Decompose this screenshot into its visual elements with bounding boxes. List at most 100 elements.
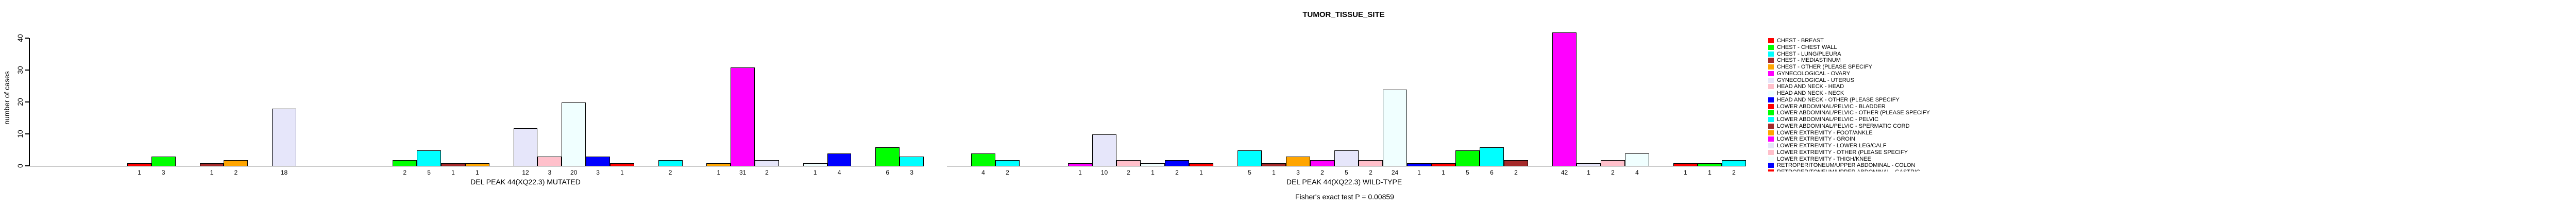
bar-value-label: 1: [1151, 169, 1155, 176]
bar: [1552, 32, 1577, 166]
bar-value-label: 2: [765, 169, 769, 176]
bar-value-label: 6: [886, 169, 890, 176]
legend-swatch: [1768, 77, 1774, 83]
bar: [803, 163, 827, 166]
bar: [1504, 160, 1528, 166]
bar-value-label: 1: [717, 169, 721, 176]
bar: [1577, 163, 1601, 166]
bar: [658, 160, 683, 166]
y-tick: [25, 38, 29, 39]
bar-value-label: 1: [1442, 169, 1445, 176]
bar-value-label: 10: [1100, 169, 1108, 176]
bar: [151, 157, 176, 166]
bar: [441, 163, 465, 166]
bar-value-label: 2: [403, 169, 407, 176]
bar: [562, 102, 586, 166]
bar: [1092, 134, 1116, 166]
bar-value-label: 4: [1635, 169, 1639, 176]
bar-value-label: 2: [1320, 169, 1324, 176]
bar: [1480, 147, 1504, 166]
legend-swatch: [1768, 84, 1774, 90]
bar: [610, 163, 634, 166]
bar-value-label: 1: [1272, 169, 1276, 176]
bar: [755, 160, 779, 166]
legend-swatch: [1768, 169, 1774, 171]
bar: [393, 160, 417, 166]
bar: [1068, 163, 1092, 166]
y-tick: [25, 165, 29, 166]
x-axis-title-mutated: DEL PEAK 44(XQ22.3) MUTATED: [470, 178, 581, 186]
bar-value-label: 6: [1490, 169, 1494, 176]
bar-value-label: 3: [548, 169, 552, 176]
bar-value-label: 1: [1078, 169, 1082, 176]
legend-label: CHEST - MEDIASTINUM: [1777, 57, 1841, 64]
legend-swatch: [1768, 117, 1774, 122]
x-axis-title-wildtype: DEL PEAK 44(XQ22.3) WILD-TYPE: [1286, 178, 1402, 186]
bar: [513, 128, 538, 166]
legend-swatch: [1768, 38, 1774, 43]
bar-value-label: 42: [1561, 169, 1568, 176]
bar-value-label: 2: [1732, 169, 1736, 176]
legend-label: CHEST - CHEST WALL: [1777, 44, 1837, 50]
bar: [1310, 160, 1334, 166]
bar: [1262, 163, 1286, 166]
bar-value-label: 2: [1127, 169, 1130, 176]
bar-value-label: 31: [739, 169, 747, 176]
bar-value-label: 2: [1175, 169, 1179, 176]
legend-swatch: [1768, 110, 1774, 116]
legend-swatch: [1768, 71, 1774, 76]
bar: [1431, 163, 1455, 166]
bar: [1238, 150, 1262, 166]
bar: [900, 157, 924, 166]
bar-value-label: 2: [234, 169, 238, 176]
bar: [1165, 160, 1189, 166]
legend-swatch: [1768, 58, 1774, 63]
legend-label: GYNECOLOGICAL - OVARY: [1777, 70, 1851, 77]
bar: [1383, 90, 1407, 166]
bar: [731, 67, 755, 166]
bar-value-label: 1: [1708, 169, 1711, 176]
bar-value-label: 2: [668, 169, 672, 176]
legend-swatch: [1768, 149, 1774, 155]
bar-value-label: 1: [620, 169, 624, 176]
bar: [1698, 163, 1722, 166]
legend-swatch: [1768, 104, 1774, 109]
bar: [1625, 153, 1649, 166]
legend-swatch: [1768, 136, 1774, 142]
bar: [272, 109, 296, 166]
bar: [706, 163, 731, 166]
legend-label: LOWER ABDOMINAL/PELVIC - PELVIC: [1777, 116, 1879, 123]
legend-swatch: [1768, 163, 1774, 168]
legend-label: CHEST - BREAST: [1777, 38, 1824, 44]
bar: [1601, 160, 1625, 166]
y-tick-label: 10: [16, 130, 24, 138]
bar-value-label: 2: [1369, 169, 1372, 176]
bar: [417, 150, 442, 166]
y-axis-label: number of cases: [3, 71, 11, 125]
legend-label: HEAD AND NECK - NECK: [1777, 90, 1844, 96]
y-tick-label: 40: [16, 34, 24, 42]
legend-label: LOWER EXTREMITY - OTHER (PLEASE SPECIFY: [1777, 149, 1908, 156]
legend-swatch: [1768, 64, 1774, 70]
bar-value-label: 5: [1466, 169, 1469, 176]
bar: [1286, 157, 1310, 166]
legend-swatch: [1768, 156, 1774, 162]
legend: CHEST - BREAST CHEST - CHEST WALL CHEST - …: [1768, 38, 2015, 171]
bar: [1334, 150, 1359, 166]
legend-label: HEAD AND NECK - HEAD: [1777, 83, 1844, 90]
legend-label: LOWER ABDOMINAL/PELVIC - SPERMATIC CORD: [1777, 123, 1910, 129]
fisher-test-footnote: Fisher's exact test P = 0.00859: [1295, 193, 1394, 201]
legend-swatch: [1768, 97, 1774, 102]
bar-value-label: 4: [837, 169, 841, 176]
bar: [199, 163, 224, 166]
bar: [1407, 163, 1431, 166]
y-tick-label: 0: [16, 164, 24, 168]
bar-value-label: 24: [1391, 169, 1399, 176]
legend-label: GYNECOLOGICAL - UTERUS: [1777, 77, 1854, 83]
bar: [1455, 150, 1480, 166]
legend-label: HEAD AND NECK - OTHER (PLEASE SPECIFY: [1777, 96, 1900, 103]
bar: [1189, 163, 1213, 166]
legend-swatch: [1768, 123, 1774, 129]
bar-value-label: 5: [1345, 169, 1348, 176]
